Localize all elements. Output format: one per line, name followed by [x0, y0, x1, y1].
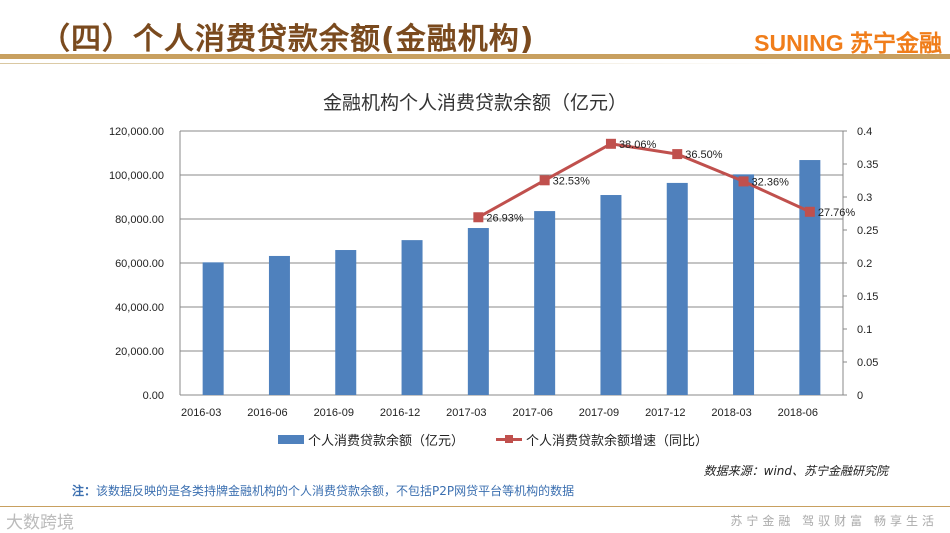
growth-marker	[539, 175, 550, 186]
footer-divider	[0, 506, 950, 507]
bar	[799, 160, 821, 395]
legend-label-line: 个人消费贷款余额增速（同比）	[526, 434, 709, 449]
bar	[600, 195, 622, 395]
footnote: 注：该数据反映的是各类持牌金融机构的个人消费贷款余额，不包括P2P网贷平台等机构…	[72, 482, 574, 499]
x-tick-label: 2016-06	[247, 407, 287, 419]
data-label: 32.53%	[553, 175, 591, 187]
footnote-label: 注：	[72, 484, 97, 498]
header-divider	[0, 54, 950, 59]
footer-slogan: 苏宁金融 驾驭财富 畅享生活	[730, 514, 938, 528]
legend-item-bar: 个人消费贷款余额（亿元）	[278, 430, 464, 449]
x-tick-label: 2017-12	[645, 407, 685, 419]
bar	[534, 211, 556, 395]
right-tick-label: 0.25	[857, 225, 878, 237]
bar	[666, 182, 688, 395]
data-label: 27.76%	[818, 207, 856, 219]
bar	[268, 255, 290, 395]
x-tick-label: 2016-09	[314, 407, 354, 419]
footnote-text: 该数据反映的是各类持牌金融机构的个人消费贷款余额，不包括P2P网贷平台等机构的数…	[96, 484, 575, 498]
legend-label-bar: 个人消费贷款余额（亿元）	[308, 434, 465, 449]
header-divider-thin	[0, 63, 800, 64]
bar	[202, 262, 224, 395]
growth-marker	[605, 138, 616, 149]
right-tick-label: 0.4	[857, 126, 872, 138]
bar	[335, 250, 357, 395]
brand-logo: SUNING 苏宁金融	[754, 30, 942, 56]
left-tick-label: 0.00	[143, 390, 164, 402]
growth-marker	[672, 149, 683, 160]
legend-item-line: 个人消费贷款余额增速（同比）	[496, 430, 708, 449]
page-title: （四）个人消费贷款余额(金融机构)	[40, 22, 535, 57]
right-tick-label: 0	[857, 390, 863, 402]
right-tick-label: 0.3	[857, 192, 872, 204]
x-tick-label: 2017-03	[446, 407, 486, 419]
left-tick-label: 60,000.00	[115, 258, 164, 270]
data-label: 26.93%	[486, 212, 524, 224]
data-label: 36.50%	[685, 149, 723, 161]
left-tick-label: 20,000.00	[115, 346, 164, 358]
right-tick-label: 0.1	[857, 324, 872, 336]
left-tick-label: 100,000.00	[109, 170, 164, 182]
bar	[401, 240, 423, 395]
right-tick-label: 0.05	[857, 357, 878, 369]
growth-marker	[738, 176, 749, 187]
growth-line	[477, 142, 811, 219]
right-tick-label: 0.2	[857, 258, 872, 270]
left-tick-label: 40,000.00	[115, 302, 164, 314]
legend-swatch-line	[496, 435, 522, 443]
x-tick-label: 2017-06	[512, 407, 552, 419]
data-source: 数据来源：wind、苏宁金融研究院	[703, 464, 888, 478]
data-label: 32.36%	[752, 176, 790, 188]
x-tick-label: 2017-09	[579, 407, 619, 419]
x-tick-label: 2016-03	[181, 407, 221, 419]
x-tick-label: 2018-03	[711, 407, 751, 419]
growth-marker	[804, 206, 815, 217]
left-tick-label: 120,000.00	[109, 126, 164, 138]
x-tick-label: 2016-12	[380, 407, 420, 419]
bar	[733, 174, 755, 395]
data-label: 38.06%	[619, 139, 657, 151]
x-tick-label: 2018-06	[778, 407, 818, 419]
footer-logo: 大数跨境	[6, 513, 74, 533]
bar	[467, 228, 489, 395]
chart-title: 金融机构个人消费贷款余额（亿元）	[322, 92, 627, 114]
right-tick-label: 0.15	[857, 291, 878, 303]
growth-marker	[473, 212, 484, 223]
left-tick-label: 80,000.00	[115, 214, 164, 226]
legend-swatch-bar	[278, 435, 304, 444]
right-tick-label: 0.35	[857, 159, 878, 171]
